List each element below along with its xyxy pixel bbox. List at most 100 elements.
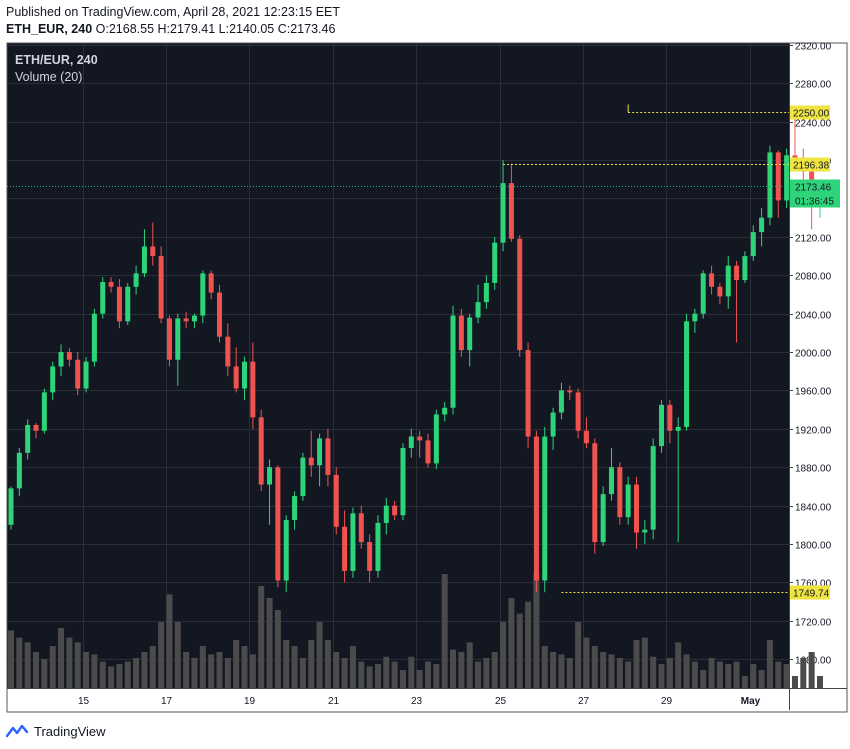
chart-header: Published on TradingView.com, April 28, … bbox=[6, 4, 340, 38]
volume-bar bbox=[258, 586, 265, 688]
candle-up bbox=[283, 520, 289, 581]
candle-down bbox=[575, 392, 581, 431]
plot-area bbox=[7, 43, 789, 688]
level-label-bg bbox=[790, 105, 830, 120]
candle-down bbox=[525, 350, 531, 437]
y-tick-label: 2040.00 bbox=[795, 311, 832, 322]
candle-up bbox=[58, 352, 64, 367]
volume-bar bbox=[208, 654, 215, 688]
candle-down bbox=[425, 440, 431, 464]
volume-bar bbox=[791, 676, 798, 688]
volume-bar bbox=[650, 656, 657, 688]
candle-up bbox=[50, 366, 56, 393]
volume-bar bbox=[299, 658, 306, 688]
volume-bar bbox=[124, 661, 131, 688]
candle-up bbox=[450, 315, 456, 408]
volume-bar bbox=[716, 661, 723, 688]
volume-bar bbox=[483, 658, 490, 688]
volume-bar bbox=[691, 661, 698, 688]
volume-bar bbox=[566, 658, 573, 688]
y-tick-label: 1880.00 bbox=[795, 464, 832, 475]
volume-bar bbox=[408, 656, 415, 688]
volume-bar bbox=[83, 652, 90, 688]
volume-bar bbox=[191, 658, 198, 688]
volume-bar bbox=[700, 670, 707, 688]
level-label: 1749.74 bbox=[793, 589, 830, 600]
legend-title: ETH/EUR, 240 bbox=[15, 53, 98, 67]
y-tick-label: 2080.00 bbox=[795, 272, 832, 283]
candle-up bbox=[608, 467, 614, 495]
x-tick-label: 17 bbox=[161, 696, 173, 707]
candle-down bbox=[308, 457, 314, 466]
volume-bar bbox=[291, 646, 298, 688]
volume-bar bbox=[249, 654, 256, 688]
candle-down bbox=[517, 238, 523, 351]
y-tick-label: 1720.00 bbox=[795, 618, 832, 629]
volume-bar bbox=[683, 654, 690, 688]
candle-up bbox=[125, 286, 131, 322]
volume-bar bbox=[333, 652, 340, 688]
symbol-ohlc-line: ETH_EUR, 240 O:2168.55 H:2179.41 L:2140.… bbox=[6, 21, 340, 38]
y-tick-label: 2240.00 bbox=[795, 119, 832, 130]
volume-bar bbox=[341, 658, 348, 688]
volume-bar bbox=[616, 658, 623, 688]
candle-down bbox=[208, 273, 214, 293]
candle-down bbox=[717, 286, 723, 297]
candle-up bbox=[191, 315, 197, 322]
candle-down bbox=[116, 286, 122, 322]
candle-up bbox=[725, 265, 731, 297]
candle-up bbox=[41, 392, 47, 431]
volume-bar bbox=[500, 622, 507, 688]
tradingview-logo-icon bbox=[6, 724, 28, 738]
candle-down bbox=[183, 318, 189, 322]
volume-bar bbox=[458, 652, 465, 688]
candle-up bbox=[650, 446, 656, 530]
x-tick-label: 29 bbox=[661, 696, 673, 707]
volume-bar bbox=[625, 661, 632, 688]
volume-bar bbox=[224, 658, 231, 688]
level-label-bg bbox=[790, 157, 830, 172]
volume-bar bbox=[525, 601, 532, 688]
volume-bar bbox=[158, 622, 165, 688]
volume-bar bbox=[349, 646, 356, 688]
volume-bar bbox=[516, 613, 523, 688]
volume-bar bbox=[800, 658, 807, 688]
volume-bar bbox=[600, 652, 607, 688]
candle-down bbox=[166, 318, 172, 360]
level-label: 2196.38 bbox=[793, 161, 830, 172]
volume-bar bbox=[241, 646, 248, 688]
y-tick-label: 1760.00 bbox=[795, 579, 832, 590]
footer: TradingView bbox=[6, 721, 106, 741]
candle-up bbox=[750, 232, 756, 257]
candle-up bbox=[383, 505, 389, 523]
volume-bar bbox=[41, 659, 48, 688]
candle-down bbox=[66, 352, 72, 360]
candle-up bbox=[767, 152, 773, 218]
volume-bar bbox=[66, 637, 73, 688]
volume-bar bbox=[266, 598, 273, 688]
candle-down bbox=[342, 526, 348, 571]
candle-down bbox=[417, 436, 423, 441]
candle-down bbox=[508, 183, 514, 239]
volume-bar bbox=[758, 670, 765, 688]
candle-up bbox=[141, 246, 147, 274]
candle-down bbox=[667, 404, 673, 431]
candle-down bbox=[250, 361, 256, 418]
candle-up bbox=[408, 436, 414, 449]
candle-up bbox=[433, 414, 439, 464]
volume-bar bbox=[633, 640, 640, 688]
candle-up bbox=[267, 467, 273, 485]
candle-down bbox=[533, 436, 539, 581]
price-axis bbox=[789, 43, 847, 688]
volume-bar bbox=[16, 637, 23, 688]
y-tick-label: 2320.00 bbox=[795, 42, 832, 53]
volume-bar bbox=[366, 666, 373, 688]
candle-down bbox=[33, 425, 39, 431]
candle-down bbox=[75, 359, 81, 389]
candle-up bbox=[684, 321, 690, 427]
volume-bar bbox=[550, 652, 557, 688]
volume-bar bbox=[666, 658, 673, 688]
candle-up bbox=[642, 529, 648, 533]
candle-up bbox=[600, 494, 606, 543]
